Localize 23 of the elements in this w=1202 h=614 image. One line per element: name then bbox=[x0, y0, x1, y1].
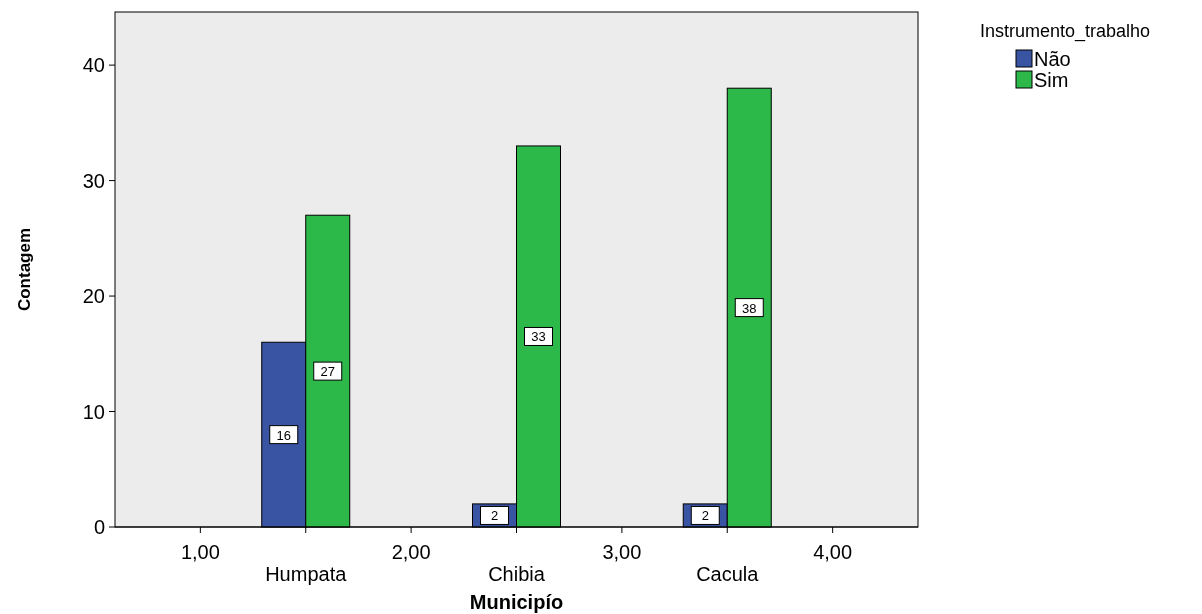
data-label: 16 bbox=[276, 427, 291, 443]
x-axis-title: Municipío bbox=[469, 591, 564, 613]
legend-label: Sim bbox=[1034, 69, 1069, 91]
data-label: 33 bbox=[531, 329, 546, 345]
x-tick-label: Humpata bbox=[265, 563, 348, 585]
x-tick-label: 3,00 bbox=[602, 541, 642, 563]
x-tick-label: 1,00 bbox=[180, 541, 220, 563]
y-axis-title: Contagem bbox=[15, 227, 34, 312]
legend-label: Não bbox=[1034, 48, 1071, 70]
y-tick-label: 30 bbox=[82, 169, 105, 192]
x-tick-label: Chibia bbox=[488, 563, 546, 585]
data-label: 2 bbox=[701, 508, 709, 524]
x-tick-label: 4,00 bbox=[813, 541, 853, 563]
data-label: 2 bbox=[490, 508, 499, 524]
data-label: 38 bbox=[742, 300, 757, 316]
data-label: 27 bbox=[320, 364, 335, 380]
legend-title: Instrumento_trabalho bbox=[979, 21, 1151, 42]
y-tick-label: 40 bbox=[82, 54, 105, 77]
x-tick-label: Cacula bbox=[696, 563, 760, 585]
x-tick-label: 2,00 bbox=[391, 541, 431, 563]
y-tick-label: 20 bbox=[82, 285, 105, 308]
y-tick-label: 10 bbox=[82, 400, 105, 423]
y-tick-label: 0 bbox=[93, 516, 105, 538]
